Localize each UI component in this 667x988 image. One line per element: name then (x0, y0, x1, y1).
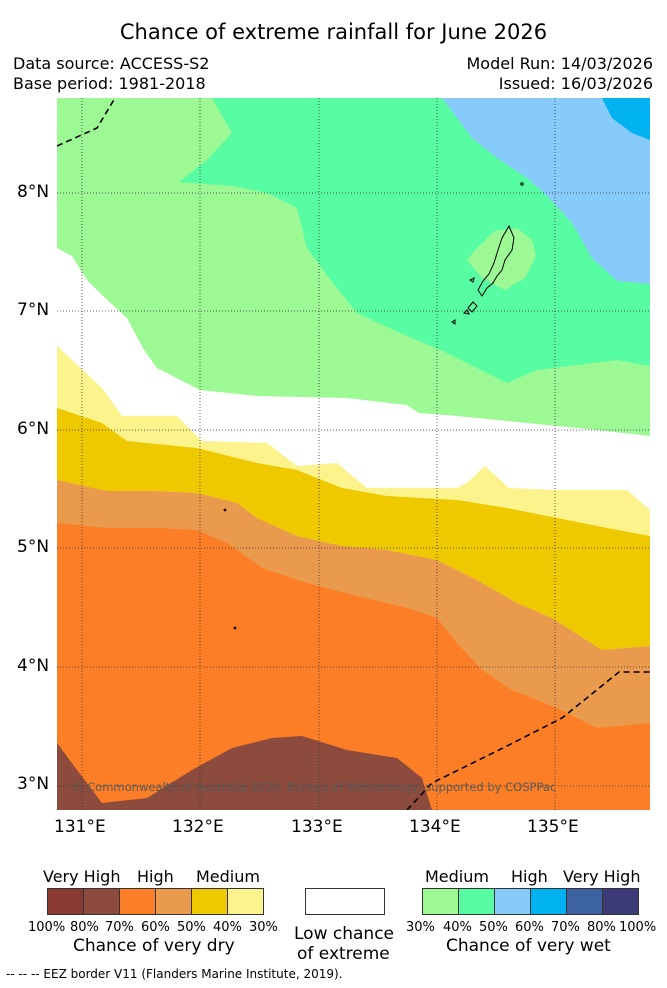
wet-caption: Chance of very wet (446, 936, 611, 956)
wet-pct-80: 80% (587, 920, 616, 935)
lat-label-7n: 7°N (17, 300, 50, 320)
model-run: Model Run: 14/03/2026 (466, 54, 654, 73)
dry-swatch-100-80 (47, 888, 84, 915)
map-title: Chance of extreme rainfall for June 2026 (119, 20, 548, 44)
wet-medium-label: Medium (425, 867, 489, 886)
dry-pct-60: 60% (141, 920, 170, 935)
wet-swatch-50-60 (494, 888, 531, 915)
palau-islands (223, 182, 524, 630)
dry-pct-50: 50% (177, 920, 206, 935)
data-source: Data source: ACCESS-S2 (13, 54, 210, 73)
dry-very-high-label: Very High (43, 867, 121, 886)
copyright-notice: © Commonwealth of Australia 2026, Bureau… (72, 780, 556, 794)
lon-label-131e: 131°E (54, 817, 106, 837)
dry-60-zone (57, 523, 650, 810)
dry-70-zone (57, 736, 432, 810)
wet-swatch-30-40 (422, 888, 459, 915)
dry-pct-70: 70% (105, 920, 134, 935)
lon-label-133e: 133°E (291, 817, 343, 837)
dry-caption: Chance of very dry (73, 936, 235, 956)
dry-swatch-60-50 (155, 888, 192, 915)
lat-label-5n: 5°N (17, 537, 50, 557)
dry-medium-label: Medium (196, 867, 260, 886)
wet-high-label: High (511, 867, 548, 886)
dry-swatch-40-30 (227, 888, 264, 915)
lat-label-3n: 3°N (17, 774, 50, 794)
lon-label-132e: 132°E (172, 817, 224, 837)
wet-50-zone (442, 98, 650, 284)
eez-footnote: -- -- -- EEZ border V11 (Flanders Marine… (6, 967, 343, 981)
dry-pct-80: 80% (70, 920, 99, 935)
lat-label-8n: 8°N (17, 182, 50, 202)
wet-swatch-80-100 (602, 888, 639, 915)
low-chance-swatch (305, 888, 385, 915)
wet-60-zone (602, 98, 650, 140)
eez-border (57, 98, 650, 810)
issued-date: Issued: 16/03/2026 (498, 74, 653, 93)
wet-pct-100: 100% (619, 920, 657, 935)
wet-pct-70: 70% (551, 920, 580, 935)
wet-pct-50: 50% (479, 920, 508, 935)
wet-very-high-label: Very High (563, 867, 641, 886)
wet-swatch-40-50 (458, 888, 495, 915)
low-chance-line1: Low chance (294, 924, 394, 944)
lon-label-135e: 135°E (527, 817, 579, 837)
lat-label-6n: 6°N (17, 419, 50, 439)
wet-pct-40: 40% (443, 920, 472, 935)
dry-swatch-70-60 (119, 888, 156, 915)
wet-pct-30: 30% (406, 920, 435, 935)
dry-swatch-80-70 (83, 888, 120, 915)
dry-40-zone (57, 408, 650, 650)
lon-label-134e: 134°E (409, 817, 461, 837)
wet-swatch-60-70 (530, 888, 567, 915)
island-medium-patch (467, 228, 536, 290)
rainfall-map: © Commonwealth of Australia 2026, Bureau… (57, 98, 650, 810)
dry-swatch-50-40 (191, 888, 228, 915)
dry-pct-100: 100% (28, 920, 66, 935)
lat-label-4n: 4°N (17, 656, 50, 676)
wet-swatch-70-80 (566, 888, 603, 915)
base-period: Base period: 1981-2018 (13, 74, 206, 93)
low-chance-line2: of extreme (297, 944, 390, 964)
dry-high-label: High (137, 867, 174, 886)
dry-pct-30: 30% (249, 920, 278, 935)
dry-pct-40: 40% (213, 920, 242, 935)
wet-pct-60: 60% (515, 920, 544, 935)
